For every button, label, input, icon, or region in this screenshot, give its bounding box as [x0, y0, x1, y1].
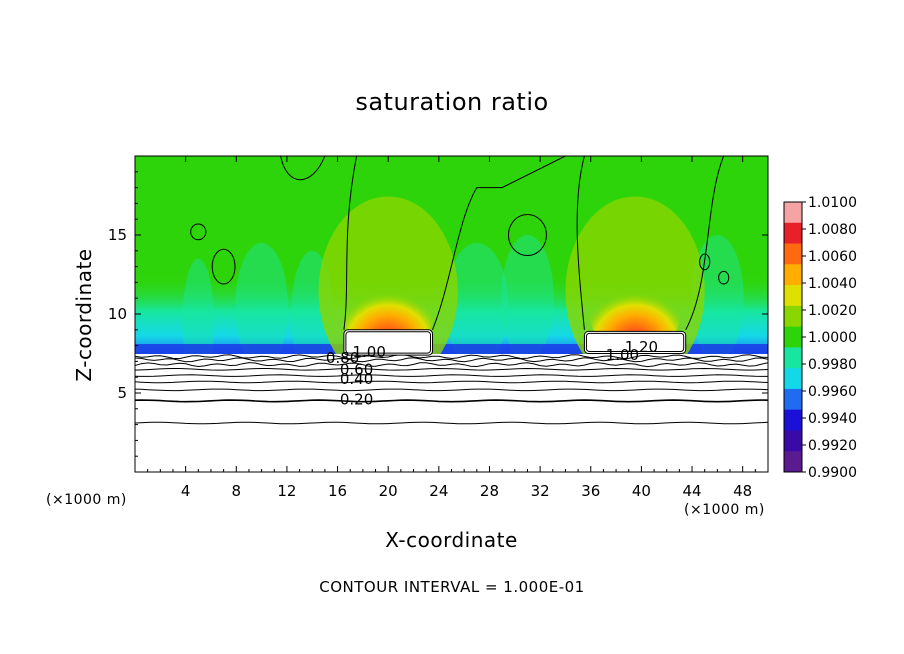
colorbar-swatch — [784, 222, 802, 245]
x-unit-label-right: (×1000 m) — [684, 502, 765, 518]
contour-line-upper — [280, 156, 326, 181]
contour-label: 1.20 — [625, 338, 658, 356]
saturated-region — [583, 330, 687, 355]
x-tick-label: 24 — [429, 482, 448, 500]
plot-area — [135, 156, 768, 472]
x-unit-label-left: (×1000 m) — [46, 492, 127, 508]
y-tick-label: 15 — [108, 226, 127, 244]
colorbar-swatch — [784, 451, 802, 473]
colorbar-label: 0.9980 — [808, 357, 857, 373]
saturated-region-contour — [585, 332, 685, 353]
contour-label: 0.60 — [340, 360, 373, 378]
contour-closed — [699, 253, 711, 271]
y-tick-label: 10 — [108, 305, 127, 323]
contour-label: 0.40 — [340, 370, 373, 388]
colorbar-label: 1.0000 — [808, 330, 857, 346]
x-tick-label: 16 — [328, 482, 347, 500]
contour-line-upper — [432, 156, 566, 330]
colorbar-swatch — [784, 243, 802, 265]
contour-line-upper — [576, 156, 585, 330]
x-tick-label: 28 — [480, 482, 499, 500]
colorbar-swatch — [784, 368, 802, 390]
moist-plume — [235, 242, 288, 370]
contour-label: 1.00 — [606, 346, 639, 364]
contour-line — [135, 421, 768, 425]
chart-title: saturation ratio — [355, 88, 549, 116]
x-axis-label: X-coordinate — [385, 528, 518, 552]
contour-interval-note: CONTOUR INTERVAL = 1.000E-01 — [319, 578, 585, 596]
lower-unsaturated-region — [135, 354, 768, 472]
contour-line — [135, 357, 768, 363]
colorbar-swatch — [784, 388, 802, 411]
y-axis-label: Z-coordinate — [72, 248, 96, 382]
contour-line — [135, 399, 768, 403]
colorbar-swatch — [784, 285, 802, 307]
contour-line-upper — [685, 156, 725, 331]
colorbar-label: 1.0020 — [808, 303, 857, 319]
colorbar-label: 0.9940 — [808, 411, 857, 427]
colorbar-label: 0.9960 — [808, 384, 857, 400]
x-tick-label: 4 — [181, 482, 191, 500]
contour-line — [135, 374, 768, 377]
x-tick-label: 36 — [581, 482, 600, 500]
contour-closed — [507, 213, 547, 257]
contour-line — [135, 362, 768, 368]
colorbar-swatch — [784, 305, 802, 328]
x-tick-label: 8 — [232, 482, 242, 500]
colorbar-swatch — [784, 326, 802, 348]
saturated-region — [343, 329, 434, 356]
contour-line — [135, 354, 768, 360]
x-tick-label: 20 — [379, 482, 398, 500]
x-tick-label: 44 — [682, 482, 701, 500]
contour-line — [135, 388, 768, 392]
colorbar-swatch — [784, 347, 802, 369]
contour-label: 1.00 — [353, 343, 386, 361]
x-tick-label: 12 — [277, 482, 296, 500]
saturated-region-contour — [345, 331, 432, 354]
colorbar-label: 1.0100 — [808, 195, 857, 211]
contour-line-upper — [343, 156, 358, 330]
colorbar-swatch — [784, 430, 802, 452]
colorbar-swatch — [784, 409, 802, 431]
moist-plume — [501, 235, 554, 362]
contour-label: 0.80 — [326, 349, 359, 367]
contour-closed — [718, 270, 730, 285]
contour-label: 0.20 — [340, 390, 373, 408]
contour-closed — [211, 248, 236, 285]
colorbar-swatch — [784, 202, 802, 224]
colorbar-label: 1.0080 — [808, 222, 857, 238]
contour-line — [135, 380, 768, 384]
colorbar-swatch — [784, 264, 802, 286]
colorbar-label: 1.0040 — [808, 276, 857, 292]
contour-closed — [190, 223, 207, 241]
y-tick-label: 5 — [117, 384, 127, 402]
x-tick-label: 48 — [733, 482, 752, 500]
x-tick-label: 40 — [632, 482, 651, 500]
moist-plume — [445, 242, 509, 370]
contour-line — [135, 367, 768, 371]
x-tick-label: 32 — [531, 482, 550, 500]
colorbar-label: 0.9920 — [808, 438, 857, 454]
colorbar-label: 1.0060 — [808, 249, 857, 265]
colorbar-label: 0.9900 — [808, 465, 857, 481]
